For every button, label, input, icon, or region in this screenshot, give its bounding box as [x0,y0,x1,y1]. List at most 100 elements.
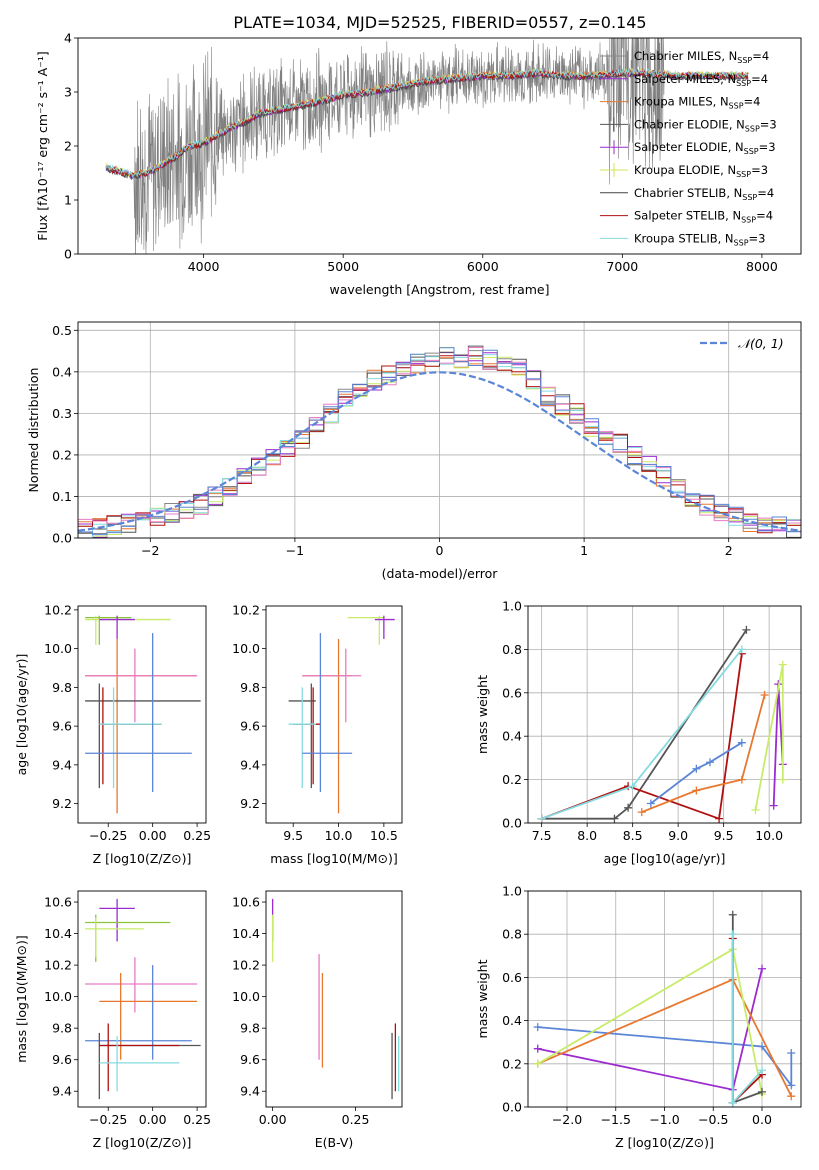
y-axis-label: age [log10(age/yr)] [14,654,29,776]
y-tick-label: 10.6 [232,895,260,910]
weight-marker [646,799,655,808]
axes-frame [265,605,403,824]
axes-frame [77,37,802,255]
x-axis-label: (data-model)/error [382,566,499,581]
mass_vs_EBV-panel: 0.00 0.25 9.4 9.6 9.8 10.0 10.2 10.4 10.6 E(B-V) [232,890,403,1150]
x-tick-label: −2 [141,543,159,558]
weight-marker [728,930,737,939]
y-tick-label: 0.2 [502,772,522,787]
axes-frame [77,321,802,539]
y-axis-label: mass [log10(M/M⊙)] [14,935,29,1063]
weight-marker [728,1098,737,1107]
weight-marker [758,1066,766,1075]
x-axis-label: E(B-V) [315,1135,354,1150]
x-tick-label: 6000 [467,259,499,274]
legend-label: Chabrier MILES, NSSP=4 [634,49,769,65]
weight-marker [728,910,737,919]
y-tick-label: 0.2 [502,1056,522,1071]
axes-frame [77,605,207,824]
x-tick-label: 0.00 [139,828,167,843]
y-tick-label: 9.4 [240,1084,260,1099]
x-axis-label: Z [log10(Z/Z⊙)] [93,1135,192,1150]
weight_vs_age-panel: 7.5 8.0 8.5 9.0 9.5 10.0 0.0 0.2 0.4 0.6 0.8 1.0 age… [475,599,802,866]
weight-line [641,694,766,813]
weight-marker [737,775,746,784]
legend-label: Kroupa ELODIE, NSSP=3 [634,163,768,179]
x-tick-label: 10.0 [325,828,353,843]
y-tick-label: 0.3 [52,406,72,421]
y-tick-label: 0.4 [52,364,72,379]
x-tick-label: 9.5 [283,828,303,843]
x-tick-label: 1 [580,543,588,558]
x-tick-label: 8.0 [577,828,597,843]
y-tick-label: 0 [64,247,72,262]
x-tick-label: −0.5 [698,1112,728,1127]
x-tick-label: −1 [286,543,304,558]
weight-marker [537,814,546,823]
y-tick-label: 10.0 [232,989,260,1004]
axes-frame [527,605,802,824]
weight-marker [769,801,778,810]
legend-label: Salpeter MILES, NSSP=4 [634,72,768,88]
y-tick-label: 10.6 [44,895,72,910]
x-axis-label: age [log10(age/yr)] [604,851,726,866]
spectrum-panel: 4000 5000 6000 7000 8000 0 1 2 3 4 Chabrier MILES,… [35,31,802,297]
y-tick-label: 0.4 [502,1013,522,1028]
weight-marker [715,814,724,823]
x-tick-label: −0.25 [89,828,127,843]
y-tick-label: 10.0 [232,641,260,656]
weight-marker [628,782,637,791]
weight-marker [533,1023,542,1032]
legend-label: Salpeter ELODIE, NSSP=3 [634,140,776,156]
y-tick-label: 9.6 [52,1052,72,1067]
normal-curve [77,371,802,532]
weight-marker [778,775,787,784]
x-axis-label: wavelength [Angstrom, rest frame] [329,282,549,297]
x-tick-label: −1.5 [601,1112,631,1127]
x-tick-label: −2.0 [552,1112,582,1127]
y-tick-label: 2 [64,139,72,154]
y-tick-label: 9.6 [240,1052,260,1067]
weight-marker [737,738,746,747]
x-tick-label: 0.0 [752,1112,772,1127]
weight-marker [787,1092,796,1101]
y-tick-label: 9.2 [52,796,72,811]
y-tick-label: 9.8 [240,1021,260,1036]
y-tick-label: 0.8 [502,927,522,942]
weight-marker [692,764,701,773]
y-axis-label: Normed distribution [26,368,41,493]
y-tick-label: 10.4 [44,926,72,941]
x-tick-label: 10.0 [755,828,783,843]
x-tick-label: 0.25 [342,1112,370,1127]
age_vs_mass-panel: 9.5 10.0 10.5 9.2 9.4 9.6 9.8 10.0 10.2 mass [log… [232,602,403,866]
legend-label: 𝒩(0, 1) [738,336,784,351]
y-tick-label: 10.2 [232,958,260,973]
y-tick-label: 9.6 [52,719,72,734]
legend-label: Kroupa STELIB, NSSP=3 [634,231,765,247]
weight-marker [778,660,787,669]
y-tick-label: 4 [64,31,72,46]
y-tick-label: 10.2 [232,602,260,617]
legend-label: Kroupa MILES, NSSP=4 [634,95,760,111]
figure-title: PLATE=1034, MJD=52525, FIBERID=0557, z=0… [233,13,646,32]
y-tick-label: 0.4 [502,729,522,744]
y-tick-label: 10.4 [232,926,260,941]
y-tick-label: 9.4 [52,757,72,772]
y-tick-label: 0.5 [52,323,72,338]
y-axis-label: mass weight [475,675,490,754]
x-tick-label: 8000 [746,259,778,274]
y-tick-label: 9.4 [52,1084,72,1099]
legend-label: Chabrier STELIB, NSSP=4 [634,186,774,202]
weight-marker [758,1087,766,1096]
x-tick-label: 7000 [606,259,638,274]
x-tick-label: 0.25 [183,1112,211,1127]
x-tick-label: 8.5 [623,828,643,843]
y-tick-label: 3 [64,85,72,100]
legend-label: Chabrier ELODIE, NSSP=3 [634,117,777,133]
y-tick-label: 0.1 [52,489,72,504]
histogram-series [78,347,801,536]
x-tick-label: 10.5 [370,828,398,843]
x-tick-label: −1.0 [649,1112,679,1127]
y-tick-label: 1 [64,193,72,208]
y-tick-label: 9.8 [52,1021,72,1036]
